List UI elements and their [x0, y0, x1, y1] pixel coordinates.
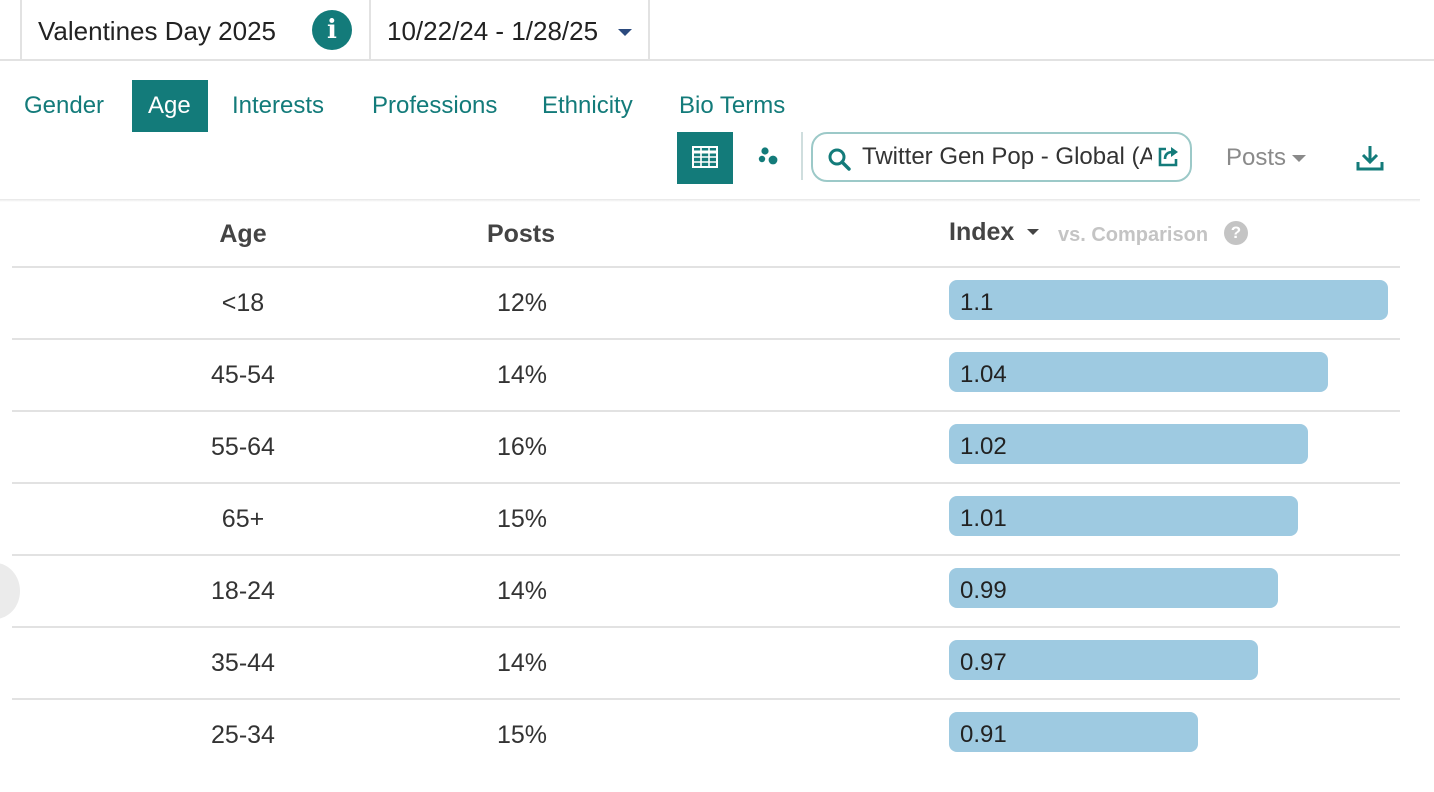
- tab-interests[interactable]: Interests: [232, 92, 325, 119]
- age-cell: 65+: [221, 505, 265, 533]
- project-title[interactable]: Valentines Day 2025: [38, 16, 277, 46]
- download-icon[interactable]: [1354, 142, 1386, 174]
- divider: [801, 132, 803, 180]
- date-range-picker[interactable]: 10/22/24 - 1/28/25: [387, 16, 599, 46]
- index-bar[interactable]: 1.01: [949, 496, 1298, 536]
- column-header-age[interactable]: Age: [219, 220, 267, 248]
- divider: [648, 0, 650, 60]
- top-bar: Valentines Day 2025 i 10/22/24 - 1/28/25: [0, 0, 1434, 61]
- column-header-index[interactable]: Index: [949, 218, 1015, 246]
- comparison-label: vs. Comparison: [1058, 224, 1209, 246]
- age-cell: 45-54: [211, 361, 275, 389]
- column-header-posts[interactable]: Posts: [486, 220, 556, 248]
- row-divider: [12, 554, 1400, 556]
- chevron-down-icon[interactable]: [618, 29, 632, 36]
- tab-professions[interactable]: Professions: [372, 92, 498, 119]
- search-icon: [828, 148, 851, 171]
- row-divider: [12, 698, 1400, 700]
- posts-cell: 15%: [496, 721, 548, 749]
- posts-cell: 16%: [496, 433, 548, 461]
- index-bar[interactable]: 1.04: [949, 352, 1328, 392]
- index-bar[interactable]: 1.02: [949, 424, 1308, 464]
- tab-ethnicity[interactable]: Ethnicity: [542, 92, 633, 119]
- index-bar[interactable]: 0.99: [949, 568, 1278, 608]
- age-cell: 18-24: [211, 577, 275, 605]
- side-panel-handle[interactable]: [0, 563, 20, 619]
- sort-caret-icon[interactable]: [1027, 229, 1039, 235]
- toolbar-divider: [0, 199, 1420, 202]
- tab-age[interactable]: Age: [132, 80, 208, 132]
- posts-cell: 15%: [496, 505, 548, 533]
- comparison-search-value[interactable]: Twitter Gen Pop - Global (All): [862, 143, 1152, 170]
- posts-cell: 14%: [496, 361, 548, 389]
- index-bar[interactable]: 0.91: [949, 712, 1198, 752]
- row-divider: [12, 626, 1400, 628]
- help-icon[interactable]: ?: [1224, 221, 1248, 245]
- tab-bio-terms[interactable]: Bio Terms: [679, 92, 786, 119]
- divider: [20, 0, 22, 60]
- info-icon[interactable]: i: [312, 10, 352, 50]
- posts-cell: 12%: [496, 289, 548, 317]
- table-view-button[interactable]: [677, 132, 733, 184]
- index-bar[interactable]: 1.1: [949, 280, 1388, 320]
- scatter-dots-icon: [758, 147, 778, 165]
- posts-cell: 14%: [496, 649, 548, 677]
- row-divider: [12, 482, 1400, 484]
- age-cell: 25-34: [211, 721, 275, 749]
- age-cell: <18: [221, 289, 265, 317]
- share-icon[interactable]: [1155, 144, 1181, 170]
- divider: [369, 0, 371, 60]
- age-cell: 55-64: [211, 433, 275, 461]
- table-grid-icon: [692, 146, 718, 168]
- metric-dropdown[interactable]: Posts: [1226, 144, 1287, 171]
- scatter-view-button[interactable]: [741, 132, 797, 184]
- tab-gender[interactable]: Gender: [24, 92, 105, 119]
- posts-cell: 14%: [496, 577, 548, 605]
- row-divider: [12, 410, 1400, 412]
- row-divider: [12, 338, 1400, 340]
- chevron-down-icon[interactable]: [1292, 155, 1306, 162]
- row-divider: [12, 266, 1400, 268]
- index-bar[interactable]: 0.97: [949, 640, 1258, 680]
- comparison-search-input[interactable]: Twitter Gen Pop - Global (All): [811, 132, 1192, 182]
- age-cell: 35-44: [211, 649, 275, 677]
